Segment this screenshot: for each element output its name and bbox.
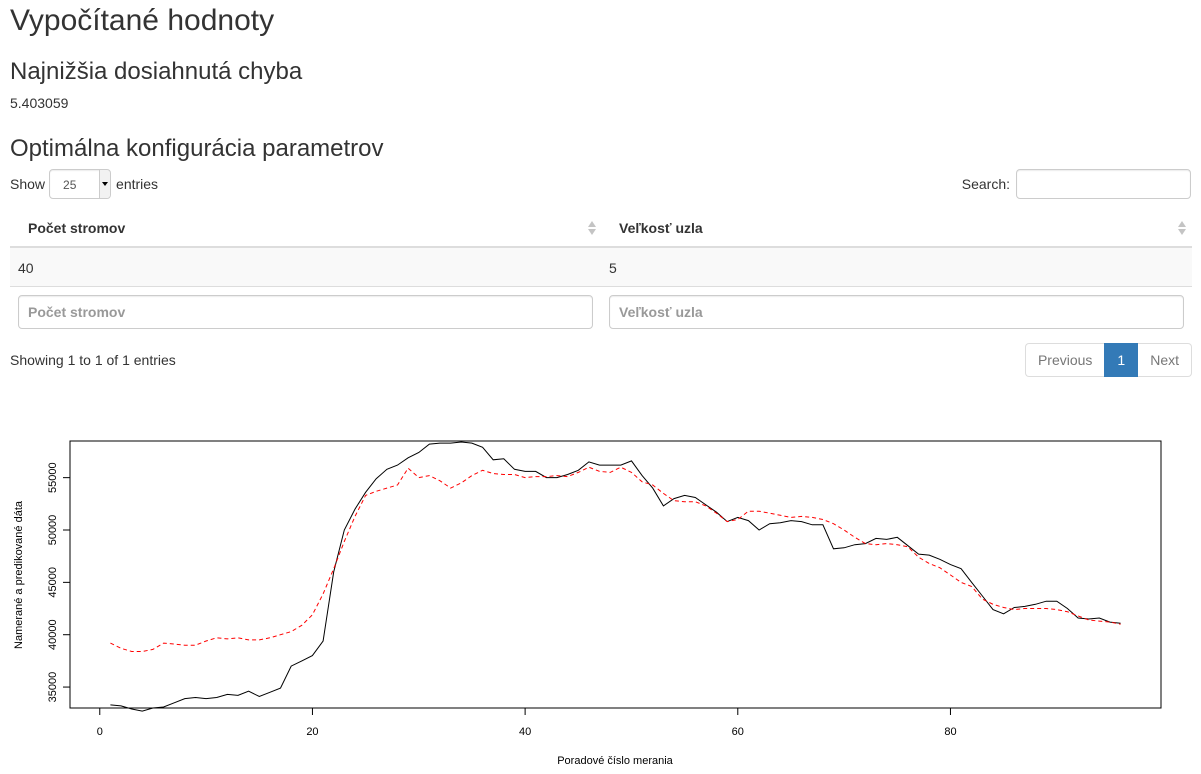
prediction-chart: 0 20 40 60 80 35000 40000 45000 50000 55000 Pora… — [13, 440, 1162, 767]
pagination: Previous 1 Next — [1024, 343, 1192, 377]
cell-node-size: 5 — [609, 260, 617, 276]
chevron-down-icon — [99, 170, 111, 198]
x-axis-label: Poradové číslo merania — [557, 755, 673, 767]
sort-icon — [588, 221, 596, 235]
x-tick-label: 20 — [306, 726, 318, 738]
y-tick-label: 35000 — [47, 672, 59, 703]
lowest-error-value: 5.403059 — [10, 95, 69, 111]
search-label: Search: — [961, 176, 1010, 192]
x-tick-label: 80 — [944, 726, 956, 738]
entries-label: entries — [116, 176, 159, 192]
show-label: Show — [10, 176, 46, 192]
search-control: Search: — [962, 169, 1191, 199]
optimal-config-heading: Optimálna konfigurácia parametrov — [10, 135, 384, 162]
predicted-series-line — [110, 466, 1121, 652]
cell-tree-count: 40 — [18, 260, 34, 276]
search-input[interactable] — [1016, 169, 1191, 199]
page-1-button[interactable]: 1 — [1104, 343, 1139, 377]
measured-series-line — [110, 441, 1121, 712]
filter-row: Počet stromov Veľkosť uzla — [10, 287, 1192, 333]
next-button[interactable]: Next — [1138, 343, 1192, 377]
column-header-tree-count[interactable]: Počet stromov — [28, 220, 126, 236]
config-table: Počet stromov Veľkosť uzla 40 5 Počet st… — [10, 210, 1192, 333]
x-tick-label: 60 — [732, 726, 744, 738]
table-header: Počet stromov Veľkosť uzla — [10, 210, 1192, 248]
y-axis-label: Namerané a predikované dáta — [13, 500, 25, 649]
filter-input-node-size[interactable]: Veľkosť uzla — [609, 295, 1184, 329]
x-tick-label: 40 — [519, 726, 531, 738]
plot-frame — [69, 440, 1162, 709]
column-header-node-size[interactable]: Veľkosť uzla — [619, 220, 703, 236]
table-row: 40 5 — [10, 248, 1192, 287]
series-group — [110, 441, 1121, 712]
entries-length-select[interactable]: 25 — [49, 169, 112, 199]
filter-input-tree-count[interactable]: Počet stromov — [18, 295, 593, 329]
page-title: Vypočítané hodnoty — [10, 4, 275, 37]
y-axis: 35000 40000 45000 50000 55000 — [47, 462, 71, 703]
lowest-error-heading: Najnižšia dosiahnutá chyba — [10, 58, 303, 85]
y-tick-label: 50000 — [47, 515, 59, 546]
table-info: Showing 1 to 1 of 1 entries — [10, 352, 176, 368]
y-tick-label: 45000 — [47, 567, 59, 598]
x-tick-label: 0 — [97, 726, 103, 738]
previous-button[interactable]: Previous — [1024, 343, 1105, 377]
y-tick-label: 55000 — [47, 462, 59, 493]
sort-icon — [1178, 221, 1186, 235]
x-axis: 0 20 40 60 80 — [97, 707, 957, 738]
entries-length-control: Show 25 entries — [10, 169, 158, 199]
y-tick-label: 40000 — [47, 619, 59, 650]
entries-length-value: 25 — [63, 178, 77, 192]
